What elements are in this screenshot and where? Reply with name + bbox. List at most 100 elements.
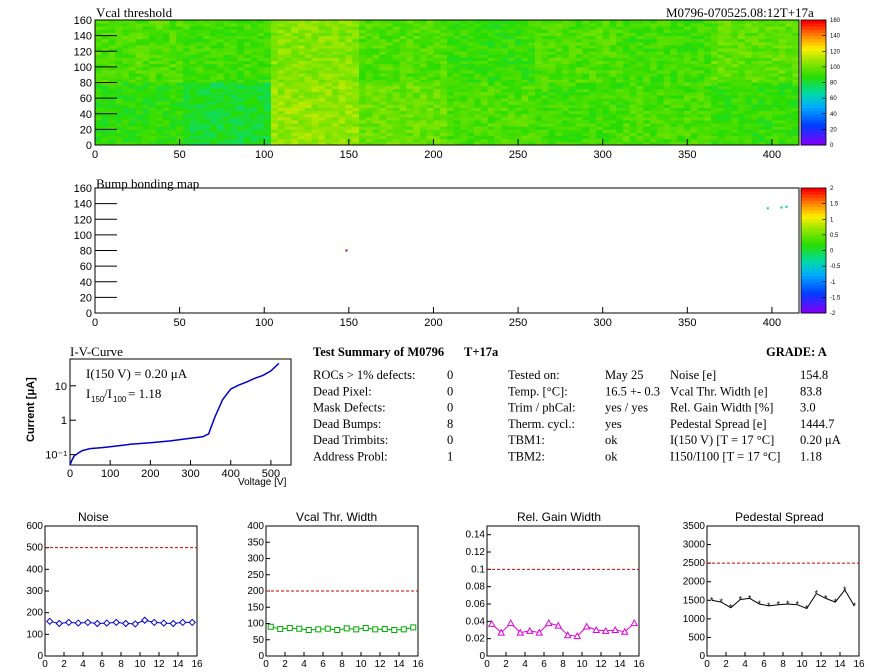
heatmap-cell: [251, 104, 258, 108]
heatmap-cell: [684, 98, 691, 102]
heatmap-cell: [562, 104, 569, 108]
heatmap-cell: [440, 26, 447, 30]
bump-heatmap: [346, 206, 788, 252]
heatmap-cell: [542, 26, 549, 30]
heatmap-cell: [210, 48, 217, 52]
heatmap-cell: [515, 64, 522, 68]
heatmap-cell: [163, 70, 170, 74]
heatmap-cell: [183, 95, 190, 99]
heatmap-cell: [535, 86, 542, 90]
heatmap-cell: [481, 86, 488, 90]
heatmap-cell: [474, 67, 481, 71]
heatmap-cell: [122, 95, 129, 99]
heatmap-cell: [413, 117, 420, 121]
heatmap-cell: [345, 48, 352, 52]
heatmap-cell: [197, 89, 204, 93]
heatmap-cell: [129, 39, 136, 43]
heatmap-cell: [467, 89, 474, 93]
heatmap-cell: [203, 126, 210, 130]
x-tick-label: 100: [255, 149, 273, 161]
heatmap-cell: [474, 114, 481, 118]
heatmap-cell: [352, 117, 359, 121]
heatmap-cell: [677, 86, 684, 90]
heatmap-cell: [339, 20, 346, 24]
heatmap-cell: [549, 36, 556, 40]
heatmap-cell: [718, 120, 725, 124]
heatmap-cell: [697, 29, 704, 33]
heatmap-cell: [738, 95, 745, 99]
summary-left-label: ROCs > 1% defects:: [313, 368, 416, 382]
heatmap-cell: [542, 92, 549, 96]
heatmap-cell: [122, 33, 129, 37]
heatmap-cell: [677, 95, 684, 99]
heatmap-cell: [366, 61, 373, 65]
heatmap-cell: [183, 61, 190, 65]
heatmap-cell: [339, 120, 346, 124]
heatmap-cell: [352, 51, 359, 55]
heatmap-cell: [339, 83, 346, 87]
heatmap-cell: [664, 29, 671, 33]
heatmap-cell: [691, 61, 698, 65]
heatmap-cell: [325, 48, 332, 52]
heatmap-cell: [271, 29, 278, 33]
heatmap-cell: [521, 67, 528, 71]
summary-mid-value: yes: [605, 417, 622, 431]
heatmap-cell: [745, 20, 752, 24]
heatmap-cell: [637, 61, 644, 65]
heatmap-cell: [758, 33, 765, 37]
heatmap-cell: [433, 104, 440, 108]
heatmap-cell: [609, 136, 616, 140]
heatmap-cell: [298, 23, 305, 27]
heatmap-cell: [230, 86, 237, 90]
heatmap-cell: [616, 133, 623, 137]
heatmap-cell: [285, 92, 292, 96]
heatmap-cell: [711, 64, 718, 68]
heatmap-cell: [291, 61, 298, 65]
heatmap-cell: [609, 89, 616, 93]
heatmap-cell: [163, 51, 170, 55]
palette-cell: [801, 129, 826, 133]
heatmap-cell: [95, 76, 102, 80]
heatmap-cell: [352, 111, 359, 115]
heatmap-cell: [400, 29, 407, 33]
heatmap-cell: [413, 51, 420, 55]
heatmap-cell: [237, 92, 244, 96]
heatmap-cell: [217, 108, 224, 112]
heatmap-cell: [582, 64, 589, 68]
heatmap-cell: [596, 36, 603, 40]
heatmap-cell: [670, 101, 677, 105]
heatmap-cell: [684, 39, 691, 43]
heatmap-cell: [237, 120, 244, 124]
heatmap-cell: [772, 36, 779, 40]
heatmap-cell: [481, 70, 488, 74]
heatmap-cell: [305, 101, 312, 105]
heatmap-cell: [515, 101, 522, 105]
heatmap-cell: [467, 83, 474, 87]
heatmap-cell: [542, 101, 549, 105]
heatmap-cell: [305, 86, 312, 90]
heatmap-cell: [237, 126, 244, 130]
summary-left-value: 0: [447, 368, 453, 382]
heatmap-cell: [528, 95, 535, 99]
heatmap-cell: [122, 45, 129, 49]
heatmap-cell: [643, 101, 650, 105]
heatmap-cell: [481, 45, 488, 49]
heatmap-cell: [792, 76, 799, 80]
heatmap-cell: [677, 67, 684, 71]
heatmap-cell: [298, 89, 305, 93]
heatmap-cell: [752, 95, 759, 99]
heatmap-cell: [725, 73, 732, 77]
heatmap-cell: [562, 73, 569, 77]
heatmap-cell: [461, 64, 468, 68]
heatmap-cell: [670, 123, 677, 127]
heatmap-cell: [149, 111, 156, 115]
heatmap-cell: [298, 20, 305, 24]
heatmap-cell: [643, 123, 650, 127]
heatmap-cell: [109, 129, 116, 133]
heatmap-cell: [589, 36, 596, 40]
heatmap-cell: [440, 51, 447, 55]
heatmap-cell: [386, 133, 393, 137]
palette-tick-label: 0: [830, 249, 834, 255]
heatmap-cell: [481, 29, 488, 33]
x-tick-label: 150: [340, 317, 358, 329]
